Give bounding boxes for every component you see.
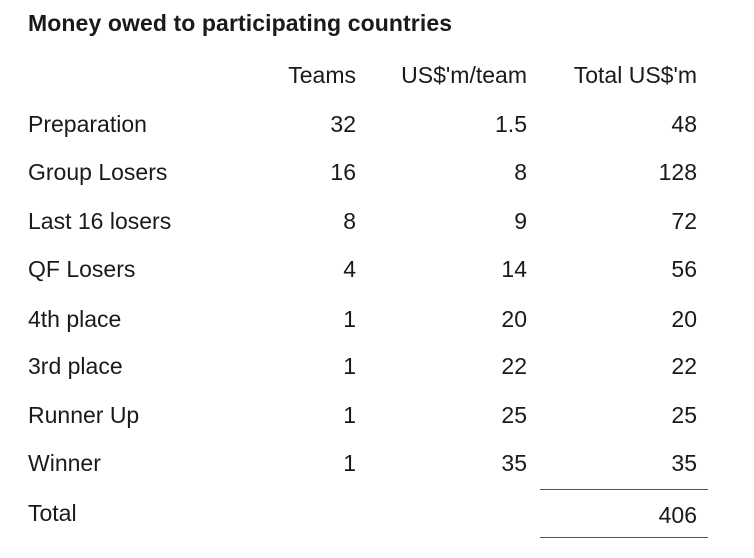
row-teams: 1 (343, 306, 356, 332)
row-label: Runner Up (28, 402, 140, 428)
row-total: 22 (671, 353, 697, 379)
sum-rule-bottom (540, 537, 708, 538)
row-total: 35 (671, 450, 697, 476)
row-per-team: 1.5 (495, 111, 527, 137)
row-label: QF Losers (28, 256, 136, 282)
total-label: Total (28, 500, 77, 526)
table-title: Money owed to participating countries (28, 10, 453, 36)
row-label: Winner (28, 450, 101, 476)
row-total: 56 (671, 256, 697, 282)
row-per-team: 22 (501, 353, 527, 379)
row-teams: 1 (343, 353, 356, 379)
row-label: Group Losers (28, 159, 168, 185)
row-total: 72 (671, 208, 697, 234)
row-teams: 32 (330, 111, 356, 137)
row-label: Preparation (28, 111, 147, 137)
row-total: 128 (658, 159, 697, 185)
row-per-team: 14 (501, 256, 527, 282)
header-teams: Teams (288, 62, 356, 88)
row-per-team: 9 (514, 208, 527, 234)
sum-rule-top (540, 489, 708, 490)
row-per-team: 35 (501, 450, 527, 476)
row-per-team: 25 (501, 402, 527, 428)
header-total: Total US$'m (573, 62, 697, 88)
row-total: 25 (671, 402, 697, 428)
row-label: 3rd place (28, 353, 123, 379)
total-value: 406 (658, 502, 697, 528)
header-per-team: US$'m/team (401, 62, 527, 88)
row-total: 48 (671, 111, 697, 137)
row-teams: 8 (343, 208, 356, 234)
row-total: 20 (671, 306, 697, 332)
row-teams: 1 (343, 450, 356, 476)
row-teams: 1 (343, 402, 356, 428)
row-per-team: 8 (514, 159, 527, 185)
row-label: Last 16 losers (28, 208, 172, 234)
row-teams: 4 (343, 256, 356, 282)
row-per-team: 20 (501, 306, 527, 332)
row-label: 4th place (28, 306, 122, 332)
row-teams: 16 (330, 159, 356, 185)
